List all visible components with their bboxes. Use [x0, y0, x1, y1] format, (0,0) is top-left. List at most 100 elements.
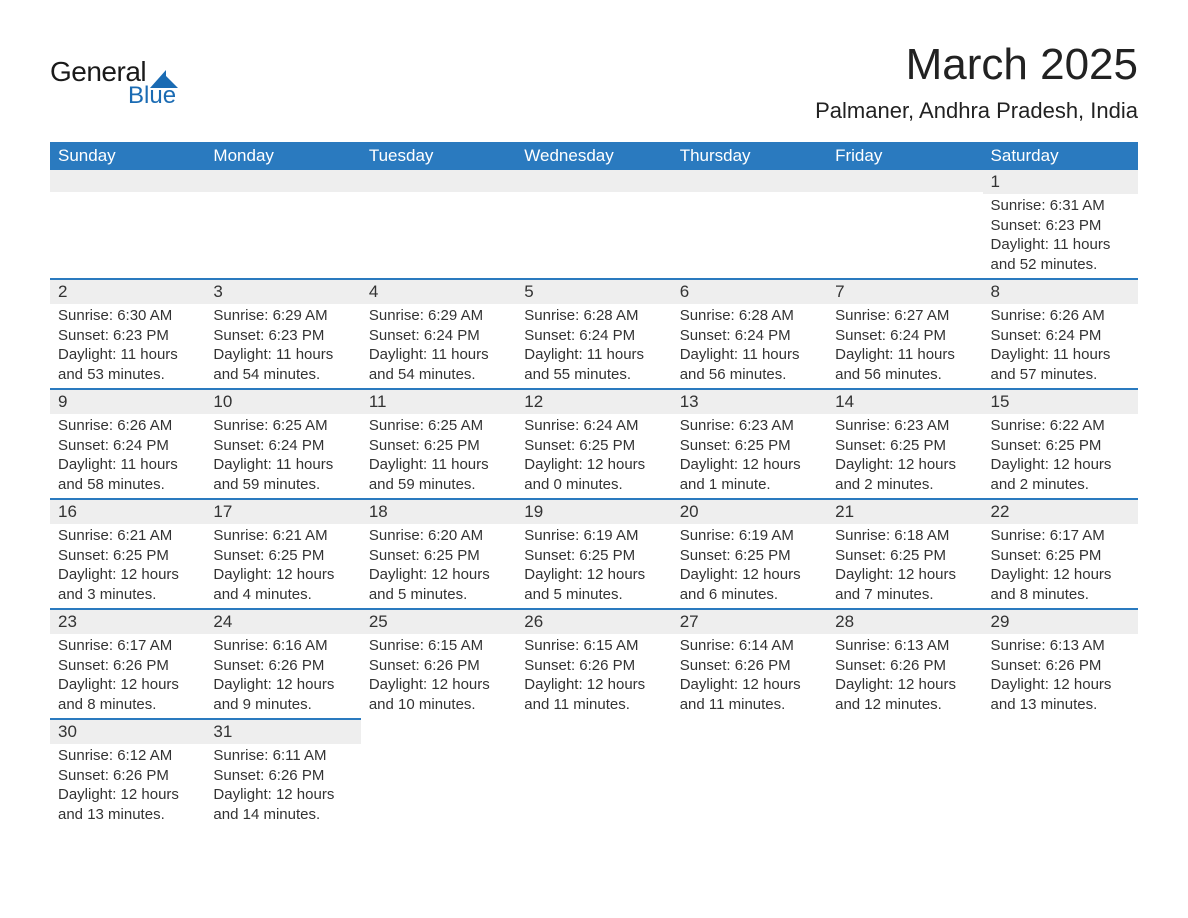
calendar-day-cell: 6Sunrise: 6:28 AMSunset: 6:24 PMDaylight… [672, 278, 827, 388]
day-number-bar: 14 [827, 388, 982, 414]
day-details: Sunrise: 6:26 AMSunset: 6:24 PMDaylight:… [983, 304, 1138, 388]
day-number-bar [516, 170, 671, 192]
calendar-day-cell: 26Sunrise: 6:15 AMSunset: 6:26 PMDayligh… [516, 608, 671, 718]
day-detail-line: Sunset: 6:24 PM [835, 326, 974, 346]
day-detail-line: Sunrise: 6:26 AM [58, 416, 197, 436]
day-details: Sunrise: 6:11 AMSunset: 6:26 PMDaylight:… [205, 744, 360, 828]
calendar-week-row: 2Sunrise: 6:30 AMSunset: 6:23 PMDaylight… [50, 278, 1138, 388]
day-detail-line: Sunrise: 6:13 AM [991, 636, 1130, 656]
day-detail-line: Sunset: 6:24 PM [991, 326, 1130, 346]
calendar-day-cell [827, 718, 982, 828]
day-detail-line: Sunrise: 6:30 AM [58, 306, 197, 326]
day-details: Sunrise: 6:13 AMSunset: 6:26 PMDaylight:… [827, 634, 982, 718]
day-number-bar: 27 [672, 608, 827, 634]
day-detail-line: Sunrise: 6:19 AM [524, 526, 663, 546]
day-detail-line: Daylight: 11 hours and 59 minutes. [213, 455, 352, 494]
day-detail-line: Sunset: 6:24 PM [524, 326, 663, 346]
day-number-bar: 2 [50, 278, 205, 304]
day-details: Sunrise: 6:15 AMSunset: 6:26 PMDaylight:… [361, 634, 516, 718]
day-detail-line: Daylight: 12 hours and 6 minutes. [680, 565, 819, 604]
day-details [516, 740, 671, 746]
calendar-day-cell: 25Sunrise: 6:15 AMSunset: 6:26 PMDayligh… [361, 608, 516, 718]
day-number-bar: 20 [672, 498, 827, 524]
calendar-day-cell [672, 718, 827, 828]
day-detail-line: Sunset: 6:26 PM [524, 656, 663, 676]
calendar-day-cell [205, 170, 360, 278]
day-details: Sunrise: 6:15 AMSunset: 6:26 PMDaylight:… [516, 634, 671, 718]
day-detail-line: Daylight: 11 hours and 57 minutes. [991, 345, 1130, 384]
calendar-day-cell: 3Sunrise: 6:29 AMSunset: 6:23 PMDaylight… [205, 278, 360, 388]
logo: General Blue [50, 56, 178, 110]
day-detail-line: Sunset: 6:23 PM [213, 326, 352, 346]
day-number-bar: 24 [205, 608, 360, 634]
day-detail-line: Sunset: 6:25 PM [524, 436, 663, 456]
day-detail-line: Sunrise: 6:13 AM [835, 636, 974, 656]
calendar-day-cell: 5Sunrise: 6:28 AMSunset: 6:24 PMDaylight… [516, 278, 671, 388]
calendar-day-cell: 1Sunrise: 6:31 AMSunset: 6:23 PMDaylight… [983, 170, 1138, 278]
day-detail-line: Sunset: 6:26 PM [213, 656, 352, 676]
day-details [50, 192, 205, 270]
day-details: Sunrise: 6:29 AMSunset: 6:24 PMDaylight:… [361, 304, 516, 388]
weekday-header: Saturday [983, 142, 1138, 170]
day-detail-line: Sunset: 6:25 PM [835, 546, 974, 566]
day-detail-line: Sunrise: 6:29 AM [369, 306, 508, 326]
day-detail-line: Sunrise: 6:23 AM [835, 416, 974, 436]
day-number-bar: 19 [516, 498, 671, 524]
day-detail-line: Sunset: 6:26 PM [213, 766, 352, 786]
day-detail-line: Daylight: 12 hours and 8 minutes. [991, 565, 1130, 604]
day-detail-line: Sunset: 6:25 PM [991, 436, 1130, 456]
day-detail-line: Sunset: 6:24 PM [58, 436, 197, 456]
day-number-bar: 6 [672, 278, 827, 304]
day-number-bar: 17 [205, 498, 360, 524]
day-details: Sunrise: 6:21 AMSunset: 6:25 PMDaylight:… [50, 524, 205, 608]
calendar-week-row: 1Sunrise: 6:31 AMSunset: 6:23 PMDaylight… [50, 170, 1138, 278]
day-number-bar: 16 [50, 498, 205, 524]
day-number-bar: 23 [50, 608, 205, 634]
day-detail-line: Sunrise: 6:17 AM [58, 636, 197, 656]
day-number-bar: 18 [361, 498, 516, 524]
day-details [672, 740, 827, 746]
day-detail-line: Sunrise: 6:20 AM [369, 526, 508, 546]
day-number-bar: 12 [516, 388, 671, 414]
day-detail-line: Daylight: 11 hours and 56 minutes. [680, 345, 819, 384]
weekday-header: Monday [205, 142, 360, 170]
day-detail-line: Sunrise: 6:17 AM [991, 526, 1130, 546]
day-detail-line: Sunset: 6:24 PM [680, 326, 819, 346]
calendar-day-cell: 9Sunrise: 6:26 AMSunset: 6:24 PMDaylight… [50, 388, 205, 498]
day-details: Sunrise: 6:28 AMSunset: 6:24 PMDaylight:… [516, 304, 671, 388]
day-details: Sunrise: 6:14 AMSunset: 6:26 PMDaylight:… [672, 634, 827, 718]
day-details: Sunrise: 6:23 AMSunset: 6:25 PMDaylight:… [672, 414, 827, 498]
day-details: Sunrise: 6:25 AMSunset: 6:25 PMDaylight:… [361, 414, 516, 498]
day-detail-line: Sunset: 6:25 PM [58, 546, 197, 566]
location-title: Palmaner, Andhra Pradesh, India [815, 98, 1138, 124]
calendar-day-cell: 27Sunrise: 6:14 AMSunset: 6:26 PMDayligh… [672, 608, 827, 718]
calendar-day-cell: 2Sunrise: 6:30 AMSunset: 6:23 PMDaylight… [50, 278, 205, 388]
day-detail-line: Daylight: 11 hours and 54 minutes. [369, 345, 508, 384]
day-detail-line: Daylight: 12 hours and 4 minutes. [213, 565, 352, 604]
day-details [361, 740, 516, 746]
day-detail-line: Daylight: 11 hours and 58 minutes. [58, 455, 197, 494]
day-detail-line: Sunset: 6:25 PM [369, 546, 508, 566]
day-number-bar: 15 [983, 388, 1138, 414]
calendar-day-cell: 12Sunrise: 6:24 AMSunset: 6:25 PMDayligh… [516, 388, 671, 498]
day-number-bar [672, 170, 827, 192]
day-detail-line: Sunset: 6:26 PM [58, 766, 197, 786]
day-details: Sunrise: 6:19 AMSunset: 6:25 PMDaylight:… [516, 524, 671, 608]
weekday-header: Sunday [50, 142, 205, 170]
day-details: Sunrise: 6:18 AMSunset: 6:25 PMDaylight:… [827, 524, 982, 608]
logo-text-blue: Blue [128, 82, 178, 110]
calendar-day-cell [983, 718, 1138, 828]
calendar-week-row: 16Sunrise: 6:21 AMSunset: 6:25 PMDayligh… [50, 498, 1138, 608]
day-detail-line: Daylight: 12 hours and 8 minutes. [58, 675, 197, 714]
day-number-bar: 26 [516, 608, 671, 634]
day-details: Sunrise: 6:13 AMSunset: 6:26 PMDaylight:… [983, 634, 1138, 718]
calendar-day-cell: 20Sunrise: 6:19 AMSunset: 6:25 PMDayligh… [672, 498, 827, 608]
day-detail-line: Sunrise: 6:26 AM [991, 306, 1130, 326]
day-number-bar: 10 [205, 388, 360, 414]
day-detail-line: Daylight: 11 hours and 54 minutes. [213, 345, 352, 384]
day-detail-line: Sunrise: 6:28 AM [680, 306, 819, 326]
day-detail-line: Daylight: 12 hours and 7 minutes. [835, 565, 974, 604]
day-details [361, 192, 516, 270]
day-details: Sunrise: 6:16 AMSunset: 6:26 PMDaylight:… [205, 634, 360, 718]
day-detail-line: Sunrise: 6:16 AM [213, 636, 352, 656]
